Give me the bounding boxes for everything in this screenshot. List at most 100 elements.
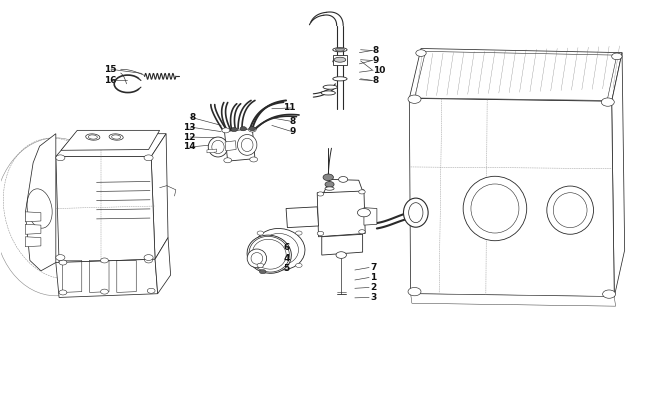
Text: 5: 5: [283, 264, 290, 273]
Polygon shape: [61, 131, 160, 150]
Text: 3: 3: [370, 293, 376, 302]
Text: 15: 15: [103, 65, 116, 74]
Circle shape: [240, 127, 246, 131]
Ellipse shape: [325, 187, 334, 190]
Polygon shape: [415, 51, 617, 100]
Polygon shape: [612, 53, 625, 296]
Circle shape: [257, 231, 264, 235]
Text: 9: 9: [373, 56, 380, 65]
Ellipse shape: [334, 57, 346, 62]
Polygon shape: [25, 224, 41, 234]
Text: 11: 11: [283, 103, 296, 113]
Circle shape: [358, 208, 370, 217]
Ellipse shape: [321, 91, 335, 95]
Ellipse shape: [463, 176, 526, 241]
Circle shape: [408, 95, 421, 103]
Ellipse shape: [333, 77, 347, 81]
Ellipse shape: [333, 48, 347, 52]
Text: 8: 8: [373, 46, 379, 55]
Circle shape: [325, 181, 334, 187]
Circle shape: [144, 155, 153, 161]
Circle shape: [144, 255, 153, 261]
Circle shape: [248, 127, 256, 132]
Circle shape: [317, 231, 324, 236]
Polygon shape: [364, 208, 377, 225]
Ellipse shape: [323, 85, 337, 89]
Polygon shape: [333, 55, 347, 65]
Polygon shape: [411, 294, 616, 306]
Ellipse shape: [109, 134, 124, 140]
Text: 14: 14: [183, 143, 195, 151]
Circle shape: [257, 263, 264, 267]
Text: 8: 8: [373, 76, 379, 85]
Text: 12: 12: [183, 133, 195, 141]
Polygon shape: [410, 48, 622, 101]
Text: 1: 1: [370, 273, 376, 282]
Ellipse shape: [254, 229, 305, 270]
Circle shape: [296, 263, 302, 267]
Circle shape: [145, 258, 153, 263]
Text: 13: 13: [183, 123, 195, 131]
Ellipse shape: [237, 135, 257, 155]
Polygon shape: [25, 237, 41, 247]
Text: 7: 7: [370, 263, 377, 272]
Circle shape: [101, 289, 109, 294]
Circle shape: [231, 128, 237, 132]
Circle shape: [56, 155, 65, 161]
Circle shape: [59, 290, 67, 295]
Polygon shape: [286, 207, 318, 228]
Ellipse shape: [208, 137, 227, 157]
Ellipse shape: [404, 198, 428, 227]
Text: 8: 8: [338, 181, 344, 190]
Polygon shape: [56, 156, 155, 263]
Polygon shape: [322, 234, 363, 255]
Circle shape: [59, 260, 67, 265]
Circle shape: [296, 231, 302, 235]
Ellipse shape: [547, 186, 593, 234]
Circle shape: [56, 255, 65, 261]
Text: 17: 17: [338, 191, 350, 201]
Text: 8: 8: [189, 113, 195, 122]
Text: 8: 8: [289, 117, 296, 126]
Ellipse shape: [333, 59, 347, 63]
Circle shape: [317, 192, 324, 196]
Polygon shape: [56, 134, 166, 156]
Polygon shape: [317, 190, 365, 237]
Polygon shape: [25, 134, 56, 271]
Circle shape: [222, 128, 229, 133]
Polygon shape: [25, 212, 41, 222]
Circle shape: [250, 157, 257, 162]
Circle shape: [336, 252, 346, 259]
Circle shape: [416, 50, 426, 56]
Polygon shape: [151, 134, 168, 259]
Text: 4: 4: [283, 254, 290, 263]
Text: 2: 2: [370, 283, 376, 292]
Ellipse shape: [335, 48, 345, 51]
Text: 16: 16: [103, 76, 116, 85]
Circle shape: [612, 53, 622, 60]
Text: 10: 10: [373, 66, 385, 75]
Circle shape: [259, 270, 266, 274]
Circle shape: [408, 287, 421, 296]
Circle shape: [339, 176, 348, 182]
Circle shape: [101, 258, 109, 263]
Text: 9: 9: [289, 127, 296, 136]
Text: 6: 6: [283, 244, 290, 252]
Circle shape: [249, 127, 255, 131]
Polygon shape: [225, 141, 236, 151]
Ellipse shape: [247, 249, 266, 268]
Circle shape: [224, 158, 231, 163]
Polygon shape: [224, 129, 255, 161]
Circle shape: [359, 230, 365, 234]
Polygon shape: [324, 179, 363, 193]
Polygon shape: [56, 259, 158, 297]
Circle shape: [359, 190, 365, 194]
Circle shape: [603, 290, 616, 298]
Circle shape: [148, 288, 155, 293]
Ellipse shape: [86, 134, 100, 140]
Polygon shape: [207, 149, 216, 153]
Circle shape: [323, 174, 333, 181]
Polygon shape: [155, 238, 171, 294]
Circle shape: [601, 98, 614, 106]
Polygon shape: [410, 98, 614, 296]
